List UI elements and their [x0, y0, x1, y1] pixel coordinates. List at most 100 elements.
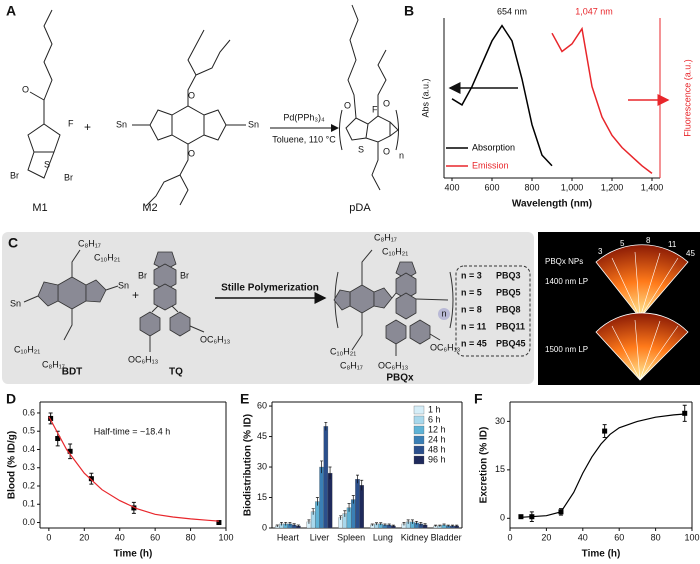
compound-label: PBQx: [386, 373, 414, 384]
n-badge: [438, 308, 450, 320]
y-tick-label: 0.0: [22, 517, 35, 527]
ring: [153, 283, 177, 311]
annotation: 654 nm: [497, 6, 527, 16]
group: OC₆H₁₃: [430, 342, 461, 352]
x-tick-label: Heart: [277, 532, 300, 542]
bar: [319, 466, 324, 529]
atom: S: [358, 144, 364, 154]
x-tick-label: 80: [186, 532, 196, 542]
data-line: [451, 24, 553, 167]
legend-label: 96 h: [428, 454, 446, 464]
reaction: Stille Polymerization: [221, 283, 319, 294]
y-tick-label: 0.2: [22, 480, 35, 490]
bar: [351, 499, 356, 529]
error-bar: [446, 524, 450, 527]
fan-divider: [611, 319, 679, 381]
catalyst: Pd(PPh₃)₄: [283, 112, 325, 122]
error-bar: [315, 497, 319, 506]
x-tick-label: 600: [484, 182, 499, 192]
ring: [333, 289, 351, 311]
compound-label: BDT: [62, 367, 83, 378]
legend-label: Absorption: [472, 142, 515, 152]
x-tick-label: 20: [541, 532, 551, 542]
atom: S: [44, 159, 50, 169]
legend-label: 12 h: [428, 424, 446, 434]
bar: [327, 472, 333, 529]
y-axis-label: Blood (% ID/g): [7, 431, 18, 499]
x-tick-label: 400: [444, 182, 459, 192]
y-tick-label: 15: [257, 492, 267, 502]
sector-label: 3: [598, 247, 603, 256]
x-tick-label: Lung: [373, 532, 393, 542]
inset: PBQx NPs 1400 nm LP 1500 nm LP 3 5 8 11 …: [538, 232, 700, 385]
group: Sn: [10, 298, 21, 308]
error-bar: [451, 524, 454, 527]
bonds: [149, 305, 205, 352]
y-tick-label: 60: [257, 400, 267, 410]
error-bar: [343, 510, 347, 517]
variant-name: PBQ5: [496, 287, 521, 297]
ring: [139, 311, 161, 337]
group: C₈H₁₇: [78, 238, 101, 248]
error-bar: [320, 460, 324, 474]
fit-line: [48, 416, 219, 522]
y-axis-label: Abs (a.u.): [420, 78, 430, 117]
x-axis-label: Time (h): [114, 549, 153, 560]
data-point: [88, 476, 94, 482]
error-bar: [423, 523, 427, 527]
legend-label: 1 h: [428, 404, 441, 414]
error-bar: [284, 521, 288, 526]
error-bar: [455, 524, 459, 527]
x-tick-label: 100: [684, 532, 699, 542]
x-tick-label: Kidney: [401, 532, 429, 542]
x-axis-label: Wavelength (nm): [512, 199, 592, 210]
error-bar: [356, 474, 359, 484]
error-bar: [391, 524, 395, 527]
panel-letter: F: [474, 391, 483, 407]
group: Sn: [118, 280, 129, 290]
fan-divider: [611, 251, 679, 319]
sector-label: 11: [668, 240, 677, 249]
inset-title: PBQx NPs: [545, 257, 583, 266]
ring: [385, 319, 407, 345]
data-point: [216, 520, 222, 526]
error-bar: [438, 524, 442, 527]
x-tick-label: 0: [46, 532, 51, 542]
y-tick-label: 0.6: [22, 407, 35, 417]
panel-letter: E: [240, 391, 249, 407]
ring: [169, 311, 191, 337]
legend-swatch: [413, 415, 425, 425]
fan-image: [595, 244, 689, 319]
sector-label: 5: [620, 239, 625, 248]
atom: O: [188, 90, 195, 100]
compound-label: M1: [32, 202, 47, 214]
data-point: [131, 505, 137, 511]
data-point: [67, 448, 73, 454]
legend-label: 6 h: [428, 414, 441, 424]
variant-n: n = 5: [461, 287, 482, 297]
ring: [153, 263, 177, 291]
legend-swatch: [413, 445, 425, 455]
m1-structure: [27, 9, 61, 179]
atom: O: [22, 84, 29, 94]
x-tick-label: 40: [578, 532, 588, 542]
bonds: [23, 249, 119, 341]
error-bar: [375, 522, 378, 526]
plus: +: [132, 288, 139, 302]
bonds: [351, 249, 449, 356]
atom: F: [372, 104, 378, 114]
error-bar: [442, 523, 446, 526]
error-bar: [360, 479, 364, 491]
y-tick-label: 0.5: [22, 426, 35, 436]
x-tick-label: 1,200: [601, 182, 624, 192]
legend-swatch: [413, 455, 425, 465]
legend-label: 48 h: [428, 444, 446, 454]
error-bar: [311, 508, 315, 515]
atom: Sn: [116, 119, 127, 129]
error-bar: [410, 519, 414, 524]
error-bar: [324, 421, 328, 431]
annotation: Half-time = ~18.4 h: [94, 426, 171, 436]
atom: O: [383, 146, 390, 156]
group: C₁₀H₂₁: [14, 344, 40, 354]
